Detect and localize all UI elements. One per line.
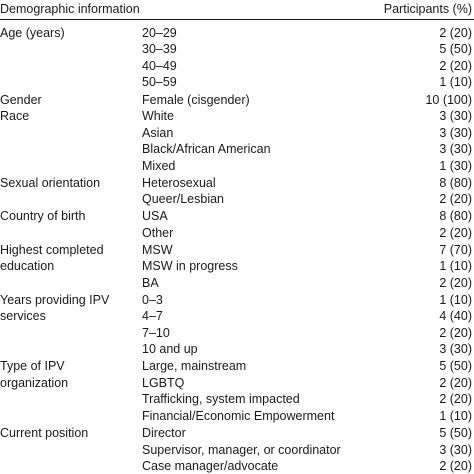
row-value: 5 (50)	[439, 426, 472, 440]
table-row: education MSW in progress 1 (10)	[0, 258, 474, 274]
row-value: 10 (100)	[425, 93, 472, 107]
table-row: BA 2 (20)	[0, 275, 474, 291]
table-row: Asian 3 (30)	[0, 125, 474, 141]
row-category: Supervisor, manager, or coordinator	[142, 443, 341, 457]
row-value: 2 (20)	[439, 376, 472, 390]
table-header: Demographic information Participants (%)	[0, 2, 474, 18]
row-value: 2 (20)	[439, 392, 472, 406]
row-value: 1 (30)	[439, 159, 472, 173]
table-row: Case manager/advocate 2 (20)	[0, 458, 474, 474]
row-group-label: education	[0, 259, 55, 273]
row-value: 2 (20)	[439, 26, 472, 40]
table-row: Mixed 1 (30)	[0, 158, 474, 174]
row-value: 2 (20)	[439, 226, 472, 240]
table-row: Years providing IPV 0–3 1 (10)	[0, 292, 474, 308]
table-row: Type of IPV Large, mainstream 5 (50)	[0, 358, 474, 374]
row-value: 7 (70)	[439, 243, 472, 257]
row-value: 2 (20)	[439, 326, 472, 340]
row-category: 0–3	[142, 293, 163, 307]
row-value: 5 (50)	[439, 42, 472, 56]
row-category: Heterosexual	[142, 176, 216, 190]
row-category: Director	[142, 426, 186, 440]
row-category: Queer/Lesbian	[142, 192, 225, 206]
row-category: Female (cisgender)	[142, 93, 250, 107]
row-value: 1 (10)	[439, 259, 472, 273]
row-category: LGBTQ	[142, 376, 185, 390]
row-category: Case manager/advocate	[142, 459, 279, 473]
row-value: 1 (10)	[439, 75, 472, 89]
row-value: 2 (20)	[439, 59, 472, 73]
row-value: 3 (30)	[439, 109, 472, 123]
row-category: Mixed	[142, 159, 176, 173]
row-category: 7–10	[142, 326, 170, 340]
row-category: MSW in progress	[142, 259, 238, 273]
row-category: 30–39	[142, 42, 177, 56]
row-category: USA	[142, 209, 168, 223]
row-category: 20–29	[142, 26, 177, 40]
row-group-label: Age (years)	[0, 26, 65, 40]
row-category: 40–49	[142, 59, 177, 73]
table-row: Gender Female (cisgender) 10 (100)	[0, 92, 474, 108]
row-group-label: organization	[0, 376, 69, 390]
row-group-label: Years providing IPV	[0, 293, 110, 307]
row-category: Asian	[142, 126, 174, 140]
table-row: Race White 3 (30)	[0, 108, 474, 124]
row-value: 3 (30)	[439, 126, 472, 140]
table-row: Queer/Lesbian 2 (20)	[0, 191, 474, 207]
row-category: 10 and up	[142, 342, 198, 356]
table-row: 50–59 1 (10)	[0, 74, 474, 90]
row-group-label: services	[0, 309, 46, 323]
row-value: 2 (20)	[439, 192, 472, 206]
row-value: 8 (80)	[439, 209, 472, 223]
table-row: services 4–7 4 (40)	[0, 308, 474, 324]
row-category: Other	[142, 226, 174, 240]
row-group-label: Current position	[0, 426, 89, 440]
row-value: 8 (80)	[439, 176, 472, 190]
row-value: 2 (20)	[439, 459, 472, 473]
row-group-label: Country of birth	[0, 209, 86, 223]
table-row: Age (years) 20–29 2 (20)	[0, 25, 474, 41]
header-participants: Participants (%)	[383, 2, 472, 16]
table-row: Country of birth USA 8 (80)	[0, 208, 474, 224]
row-group-label: Race	[0, 109, 30, 123]
row-value: 5 (50)	[439, 359, 472, 373]
row-value: 3 (30)	[439, 342, 472, 356]
row-value: 2 (20)	[439, 276, 472, 290]
row-value: 4 (40)	[439, 309, 472, 323]
table-row: Black/African American 3 (30)	[0, 141, 474, 157]
table-row: Highest completed MSW 7 (70)	[0, 242, 474, 258]
table-row: 7–10 2 (20)	[0, 325, 474, 341]
table-row: 40–49 2 (20)	[0, 58, 474, 74]
row-category: Financial/Economic Empowerment	[142, 409, 335, 423]
row-category: MSW	[142, 243, 173, 257]
table-row: Financial/Economic Empowerment 1 (10)	[0, 408, 474, 424]
row-category: Black/African American	[142, 142, 271, 156]
row-value: 3 (30)	[439, 142, 472, 156]
row-group-label: Sexual orientation	[0, 176, 101, 190]
row-value: 3 (30)	[439, 443, 472, 457]
table-row: Other 2 (20)	[0, 225, 474, 241]
table-row: 10 and up 3 (30)	[0, 341, 474, 357]
row-category: Trafficking, system impacted	[142, 392, 300, 406]
row-category: 4–7	[142, 309, 163, 323]
row-category: 50–59	[142, 75, 177, 89]
row-category: BA	[142, 276, 159, 290]
row-category: Large, mainstream	[142, 359, 247, 373]
table-row: Supervisor, manager, or coordinator 3 (30…	[0, 442, 474, 458]
row-category: White	[142, 109, 174, 123]
header-demographic-information: Demographic information	[0, 2, 140, 16]
row-group-label: Type of IPV	[0, 359, 65, 373]
table-row: Current position Director 5 (50)	[0, 425, 474, 441]
row-group-label: Gender	[0, 93, 42, 107]
table-row: organization LGBTQ 2 (20)	[0, 375, 474, 391]
row-value: 1 (10)	[439, 409, 472, 423]
header-rule	[0, 19, 474, 20]
row-group-label: Highest completed	[0, 243, 104, 257]
table-row: Trafficking, system impacted 2 (20)	[0, 391, 474, 407]
table-row: Sexual orientation Heterosexual 8 (80)	[0, 175, 474, 191]
row-value: 1 (10)	[439, 293, 472, 307]
table-row: 30–39 5 (50)	[0, 41, 474, 57]
